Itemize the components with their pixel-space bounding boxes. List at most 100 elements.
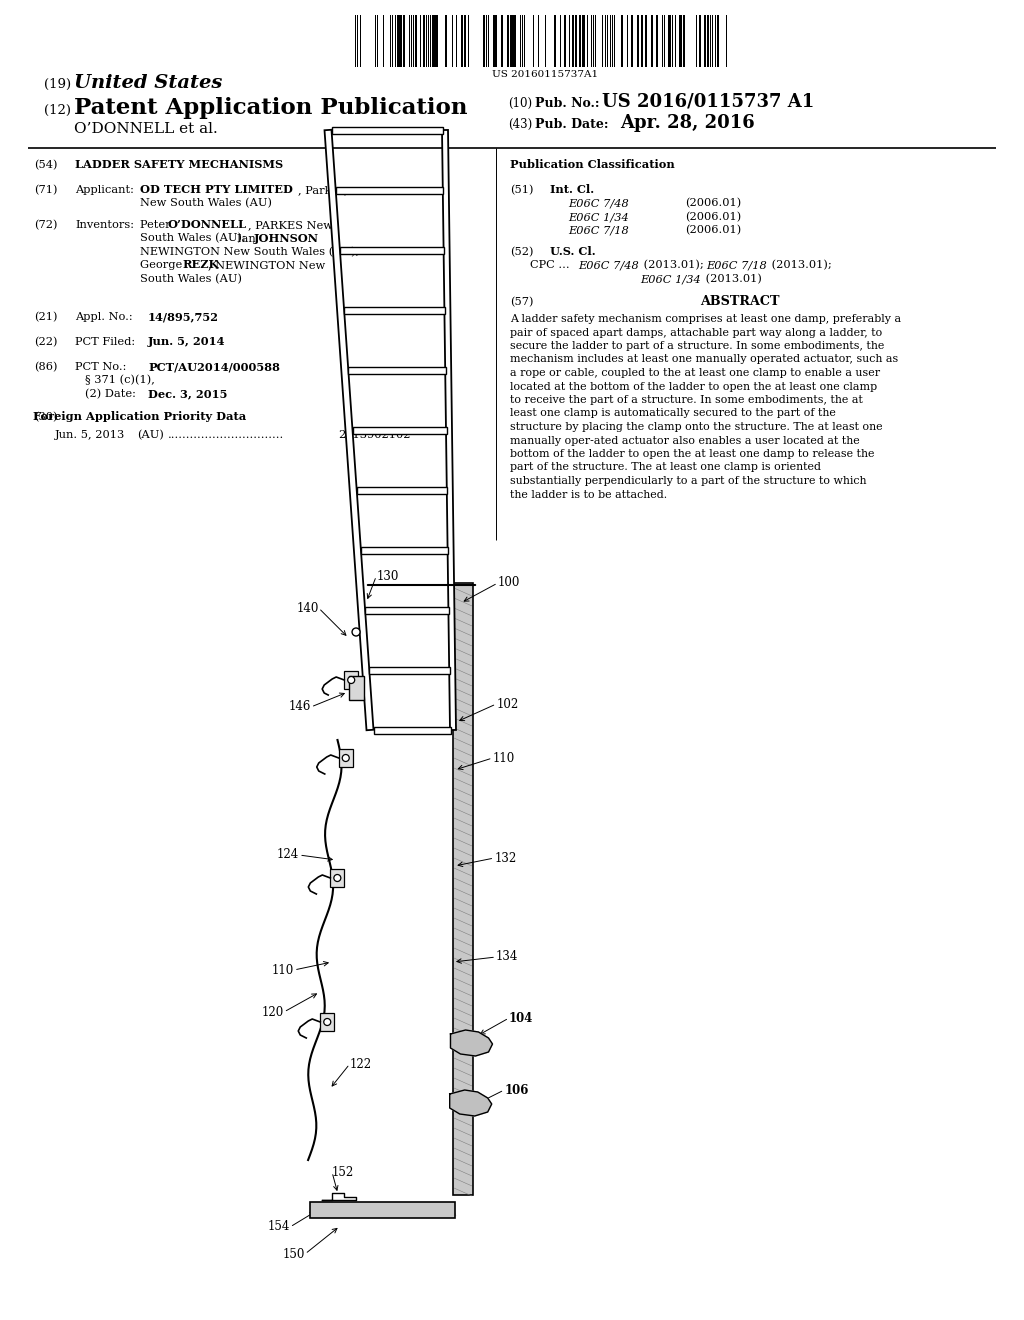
- Text: LADDER SAFETY MECHANISMS: LADDER SAFETY MECHANISMS: [75, 158, 283, 170]
- Bar: [679, 15, 681, 67]
- Polygon shape: [344, 306, 444, 314]
- Text: NEWINGTON New South Wales (AU);: NEWINGTON New South Wales (AU);: [140, 247, 359, 257]
- Text: Foreign Application Priority Data: Foreign Application Priority Data: [34, 411, 247, 422]
- Text: E06C 7/48: E06C 7/48: [578, 260, 639, 271]
- Text: E06C 7/48: E06C 7/48: [568, 198, 629, 209]
- Text: US 20160115737A1: US 20160115737A1: [492, 70, 598, 79]
- Polygon shape: [356, 487, 447, 494]
- Bar: [514, 15, 516, 67]
- Bar: [641, 15, 643, 67]
- Bar: [400, 15, 402, 67]
- Polygon shape: [349, 676, 365, 700]
- Text: US 2016/0115737 A1: US 2016/0115737 A1: [602, 92, 814, 111]
- Text: secure the ladder to part of a structure. In some embodiments, the: secure the ladder to part of a structure…: [510, 341, 885, 351]
- Text: (2006.01): (2006.01): [685, 198, 741, 209]
- Text: South Wales (AU): South Wales (AU): [140, 273, 242, 284]
- Text: (2) Date:: (2) Date:: [85, 388, 136, 399]
- Bar: [501, 15, 503, 67]
- Text: least one clamp is automatically secured to the part of the: least one clamp is automatically secured…: [510, 408, 836, 418]
- Text: 100: 100: [498, 577, 520, 590]
- Text: 154: 154: [267, 1221, 290, 1233]
- Polygon shape: [451, 1030, 493, 1056]
- Text: Applicant:: Applicant:: [75, 185, 134, 195]
- Polygon shape: [332, 127, 442, 133]
- Bar: [494, 15, 497, 67]
- Text: Publication Classification: Publication Classification: [510, 158, 675, 170]
- Text: (72): (72): [34, 219, 57, 230]
- Bar: [656, 15, 658, 67]
- Polygon shape: [366, 606, 449, 614]
- Text: , Parkes,: , Parkes,: [298, 185, 347, 195]
- Bar: [415, 15, 417, 67]
- Text: A ladder safety mechanism comprises at least one damp, preferably a: A ladder safety mechanism comprises at l…: [510, 314, 901, 323]
- Bar: [461, 15, 463, 67]
- Text: (86): (86): [34, 362, 57, 372]
- Polygon shape: [374, 726, 451, 734]
- Text: (12): (12): [44, 104, 71, 117]
- Text: Jun. 5, 2014: Jun. 5, 2014: [148, 337, 225, 347]
- Text: mechanism includes at least one manually operated actuator, such as: mechanism includes at least one manually…: [510, 355, 898, 364]
- Text: part of the structure. The at least one clamp is oriented: part of the structure. The at least one …: [510, 462, 821, 473]
- Text: Appl. No.:: Appl. No.:: [75, 312, 133, 322]
- Text: the ladder is to be attached.: the ladder is to be attached.: [510, 490, 667, 499]
- Text: 110: 110: [493, 751, 515, 764]
- Bar: [310, 1203, 455, 1218]
- Bar: [423, 15, 425, 67]
- Circle shape: [352, 628, 360, 636]
- Text: Pub. No.:: Pub. No.:: [535, 96, 599, 110]
- Text: manually oper-ated actuator also enables a user located at the: manually oper-ated actuator also enables…: [510, 436, 860, 446]
- Text: (2006.01): (2006.01): [685, 211, 741, 222]
- Text: 134: 134: [496, 950, 518, 964]
- Text: REZK: REZK: [182, 260, 218, 271]
- Text: (43): (43): [508, 117, 532, 131]
- Bar: [464, 15, 466, 67]
- Polygon shape: [340, 247, 444, 253]
- Bar: [631, 15, 633, 67]
- Bar: [511, 15, 513, 67]
- Bar: [339, 748, 352, 767]
- Text: O’DONNELL et al.: O’DONNELL et al.: [74, 121, 218, 136]
- Text: PCT Filed:: PCT Filed:: [75, 337, 135, 347]
- Bar: [331, 869, 344, 887]
- Text: 124: 124: [276, 849, 299, 862]
- Bar: [717, 15, 719, 67]
- Text: (21): (21): [34, 312, 57, 322]
- Text: 14/895,752: 14/895,752: [148, 312, 219, 322]
- Text: 110: 110: [271, 964, 294, 977]
- Text: 120: 120: [261, 1006, 284, 1019]
- Text: Jun. 5, 2013: Jun. 5, 2013: [55, 430, 125, 440]
- Bar: [321, 1012, 334, 1031]
- Text: § 371 (c)(1),: § 371 (c)(1),: [85, 375, 155, 385]
- Text: Pub. Date:: Pub. Date:: [535, 117, 608, 131]
- Text: (22): (22): [34, 337, 57, 347]
- Text: (30): (30): [34, 412, 57, 422]
- Circle shape: [342, 755, 349, 762]
- Text: CPC ...: CPC ...: [530, 260, 573, 271]
- Text: bottom of the ladder to open the at least one damp to release the: bottom of the ladder to open the at leas…: [510, 449, 874, 459]
- Text: 132: 132: [495, 851, 516, 865]
- Text: Int. Cl.: Int. Cl.: [550, 183, 594, 195]
- Text: Patent Application Publication: Patent Application Publication: [74, 96, 468, 119]
- Bar: [554, 15, 556, 67]
- Polygon shape: [442, 129, 456, 730]
- Text: (71): (71): [34, 185, 57, 195]
- Polygon shape: [336, 186, 443, 194]
- Bar: [564, 15, 566, 67]
- Text: Dec. 3, 2015: Dec. 3, 2015: [148, 388, 227, 399]
- Text: (10): (10): [508, 96, 532, 110]
- Text: 146: 146: [289, 701, 311, 714]
- Bar: [432, 15, 434, 67]
- Text: O’DONNELL: O’DONNELL: [167, 219, 246, 230]
- Text: PCT No.:: PCT No.:: [75, 362, 126, 372]
- Text: Inventors:: Inventors:: [75, 220, 134, 230]
- Bar: [575, 15, 577, 67]
- Text: (2013.01): (2013.01): [702, 273, 762, 284]
- Bar: [397, 15, 399, 67]
- Text: E06C 1/34: E06C 1/34: [568, 213, 629, 222]
- Bar: [344, 671, 358, 689]
- Polygon shape: [352, 426, 446, 433]
- Text: 104: 104: [509, 1011, 534, 1024]
- Text: South Wales (AU);: South Wales (AU);: [140, 234, 250, 243]
- Text: to receive the part of a structure. In some embodiments, the at: to receive the part of a structure. In s…: [510, 395, 863, 405]
- Text: E06C 1/34: E06C 1/34: [640, 275, 700, 284]
